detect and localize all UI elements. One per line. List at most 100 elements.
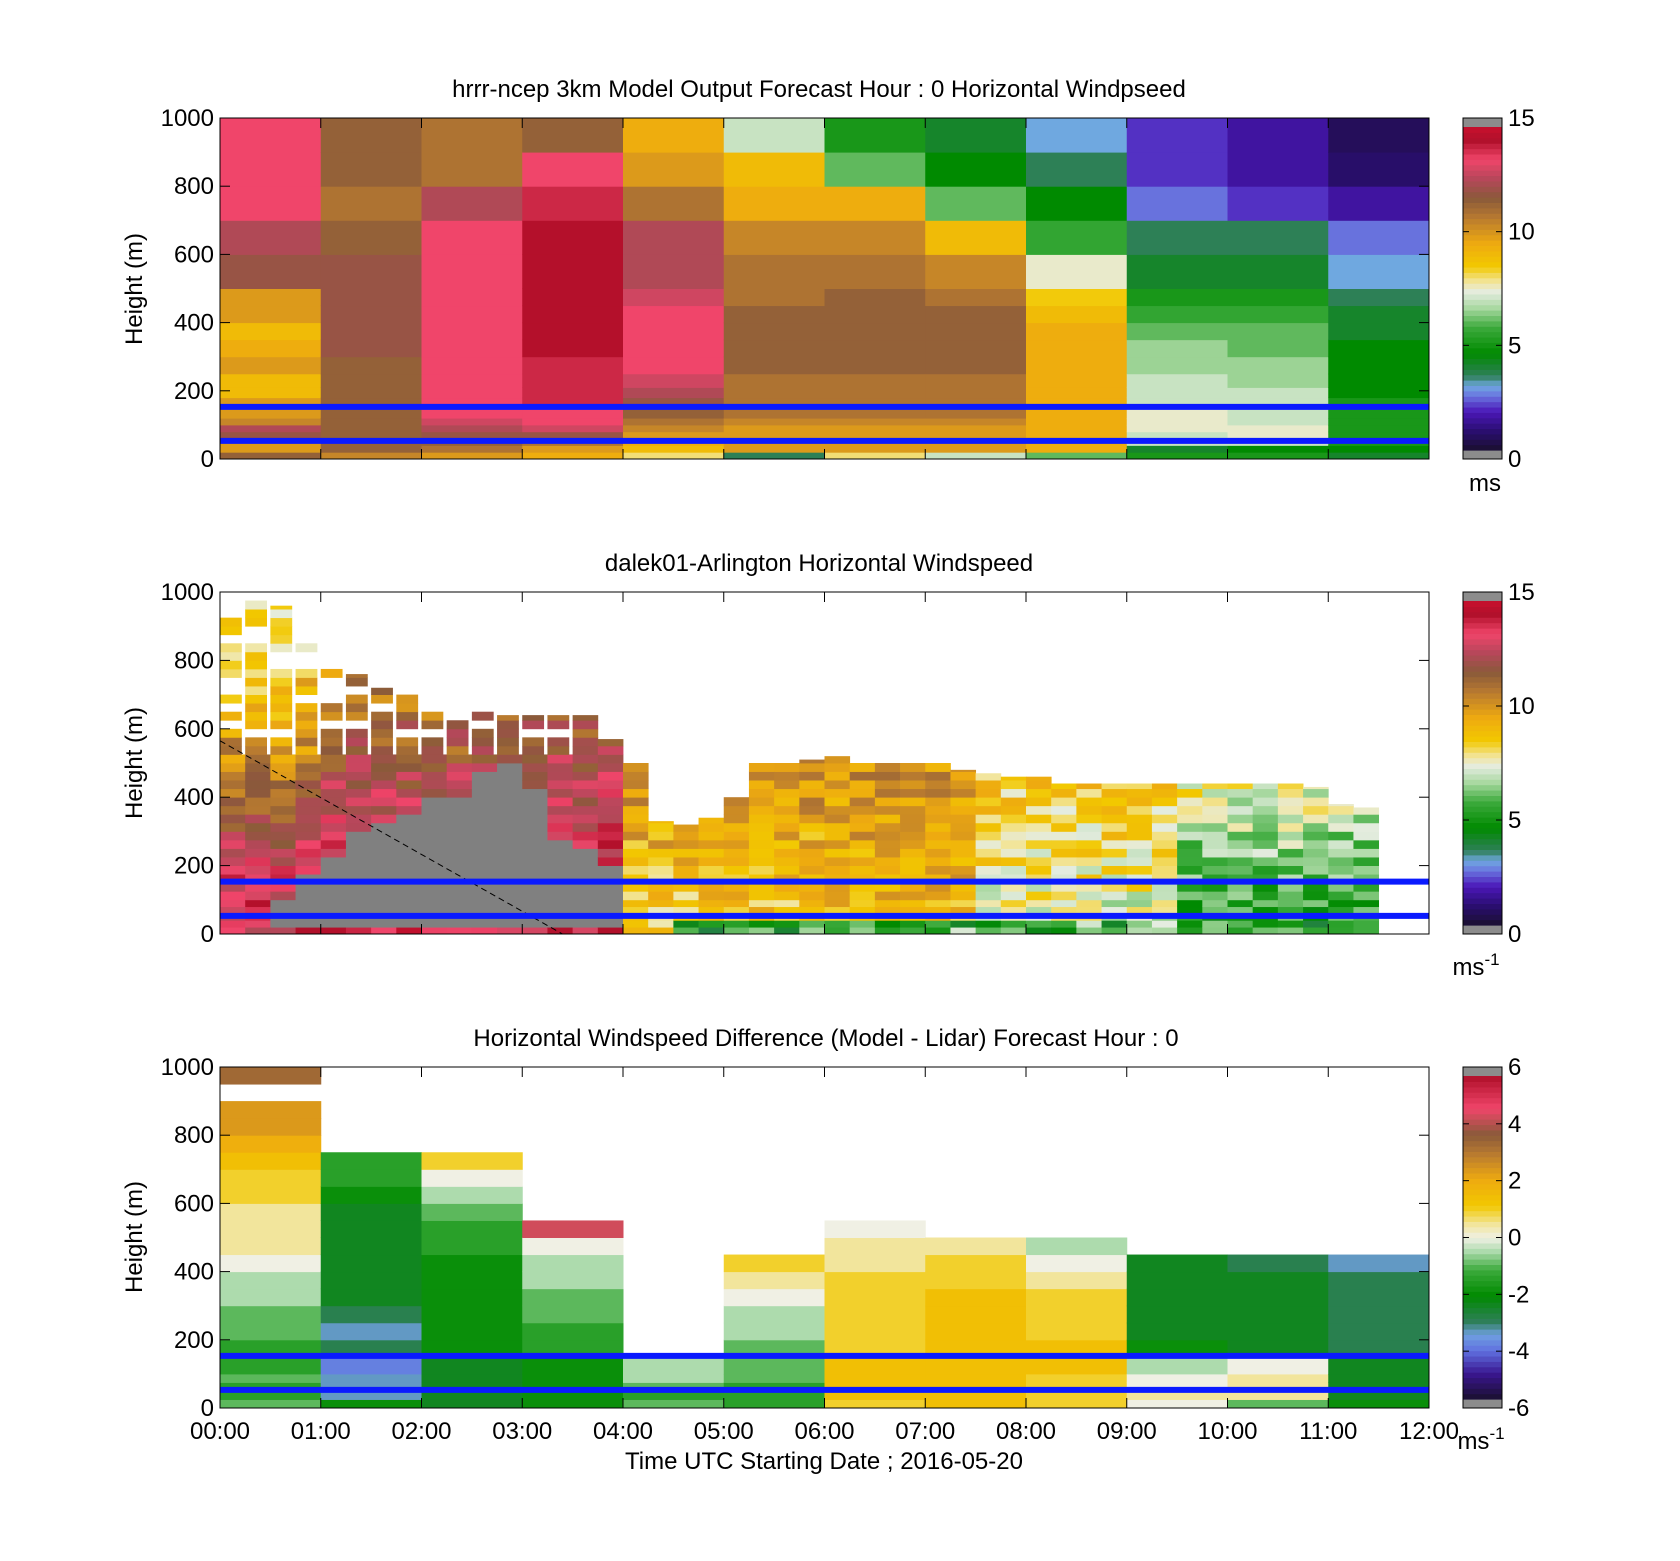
lidar-heatmap-cell: [1051, 874, 1077, 884]
lidar-heatmap-cell: [1000, 865, 1027, 875]
model-heatmap-cell: [1328, 288, 1430, 307]
model-heatmap-cell: [220, 418, 322, 426]
lidar-heatmap-cell: [774, 906, 800, 914]
difference-heatmap-cell: [925, 1399, 1027, 1409]
lidar-heatmap-cell: [849, 874, 876, 884]
lidar-heatmap-cell: [1227, 822, 1254, 832]
model-colorbar-swatch: [1463, 186, 1502, 193]
lidar-colorbar-under: [1463, 925, 1502, 934]
lidar-heatmap-cell: [270, 703, 293, 713]
model-heatmap-cell: [723, 373, 825, 388]
lidar-heatmap-cell: [597, 857, 624, 866]
model-heatmap-cell: [522, 220, 624, 255]
lidar-heatmap-cell: [572, 771, 599, 781]
model-heatmap-cell: [421, 339, 523, 358]
lidar-heatmap-cell: [1303, 839, 1329, 849]
difference-y-tick-label: 0: [201, 1395, 214, 1422]
lidar-heatmap-cell: [648, 874, 674, 884]
model-heatmap-cell: [421, 186, 523, 221]
lidar-heatmap-cell: [1353, 848, 1380, 858]
lidar-heatmap-cell: [497, 848, 523, 858]
lidar-heatmap-cell: [371, 831, 397, 841]
lidar-heatmap-cell: [371, 771, 397, 781]
lidar-heatmap-cell: [245, 865, 271, 875]
model-heatmap-cell: [623, 356, 725, 375]
lidar-heatmap-cell: [547, 745, 570, 755]
lidar-heatmap-cell: [497, 857, 523, 866]
lidar-heatmap-cell: [421, 848, 448, 858]
model-heatmap-cell: [1026, 305, 1128, 324]
lidar-heatmap-cell: [723, 920, 750, 928]
lidar-heatmap-cell: [345, 882, 372, 892]
model-heatmap-cell: [623, 431, 725, 440]
lidar-heatmap-cell: [925, 839, 951, 849]
lidar-heatmap-cell: [1051, 783, 1077, 790]
difference-colorbar-swatch: [1463, 1377, 1502, 1384]
lidar-heatmap-cell: [421, 814, 448, 824]
lidar-heatmap-cell: [1177, 839, 1203, 849]
lidar-heatmap-cell: [950, 848, 977, 858]
lidar-heatmap-cell: [849, 848, 876, 858]
lidar-colorbar-swatch: [1463, 898, 1502, 904]
lidar-heatmap-cell: [623, 814, 649, 824]
model-heatmap-cell: [623, 373, 725, 388]
lidar-heatmap-cell: [1277, 839, 1304, 849]
lidar-heatmap-cell: [220, 728, 242, 738]
lidar-heatmap-cell: [623, 848, 649, 858]
lidar-colorbar-swatch: [1463, 860, 1502, 867]
lidar-heatmap-cell: [320, 737, 343, 747]
lidar-heatmap-cell: [245, 720, 267, 730]
lidar-heatmap-cell: [1126, 814, 1153, 824]
lidar-heatmap-cell: [522, 763, 548, 772]
difference-heatmap-cell: [1026, 1373, 1128, 1383]
model-heatmap-cell: [723, 186, 825, 221]
lidar-heatmap-cell: [673, 865, 699, 875]
lidar-heatmap-cell: [1252, 831, 1279, 841]
difference-colorbar-swatch: [1463, 1156, 1502, 1163]
difference-colorbar-swatch: [1463, 1329, 1502, 1335]
lidar-heatmap-cell: [320, 831, 347, 841]
lidar-heatmap-cell: [471, 728, 494, 738]
lidar-heatmap-cell: [245, 763, 271, 772]
lidar-heatmap-cell: [245, 609, 267, 619]
lidar-heatmap-cell: [723, 927, 750, 935]
lidar-heatmap-cell: [446, 882, 473, 892]
lidar-heatmap-cell: [1177, 927, 1203, 935]
lidar-heatmap-cell: [421, 822, 448, 832]
lidar-heatmap-cell: [597, 848, 624, 858]
model-heatmap-cell: [925, 356, 1027, 375]
lidar-heatmap-cell: [547, 831, 574, 841]
lidar-heatmap-cell: [547, 874, 574, 884]
model-heatmap-cell: [320, 387, 422, 399]
lidar-heatmap-cell: [471, 763, 498, 772]
model-heatmap-cell: [1227, 397, 1329, 409]
model-colorbar-swatch: [1463, 347, 1502, 354]
lidar-heatmap-cell: [824, 839, 851, 849]
difference-heatmap-cell: [723, 1390, 825, 1400]
lidar-heatmap-cell: [270, 643, 293, 653]
lidar-colorbar-swatch: [1463, 844, 1502, 850]
lidar-heatmap-cell: [320, 814, 347, 824]
lidar-heatmap-cell: [295, 839, 322, 849]
lidar-heatmap-cell: [1101, 831, 1128, 841]
lidar-heatmap-cell: [1076, 865, 1102, 875]
lidar-heatmap-cell: [1202, 831, 1228, 841]
model-heatmap-cell: [925, 152, 1027, 187]
lidar-heatmap-cell: [320, 865, 347, 875]
lidar-heatmap-cell: [1000, 874, 1027, 884]
lidar-heatmap-cell: [522, 839, 548, 849]
difference-heatmap-cell: [220, 1203, 322, 1221]
lidar-heatmap-cell: [1126, 831, 1153, 841]
lidar-heatmap-cell: [522, 805, 548, 815]
lidar-heatmap-cell: [446, 728, 469, 738]
model-heatmap-cell: [522, 424, 624, 433]
lidar-heatmap-cell: [421, 737, 444, 747]
lidar-colorbar-swatch: [1463, 908, 1502, 915]
model-colorbar-swatch: [1463, 331, 1502, 338]
lidar-heatmap-cell: [824, 822, 851, 832]
lidar-heatmap-cell: [1000, 780, 1027, 790]
lidar-heatmap-cell: [824, 899, 851, 908]
lidar-heatmap-cell: [1076, 906, 1102, 914]
lidar-heatmap-cell: [446, 763, 473, 772]
